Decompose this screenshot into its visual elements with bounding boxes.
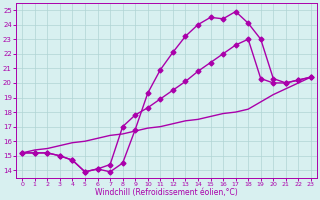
X-axis label: Windchill (Refroidissement éolien,°C): Windchill (Refroidissement éolien,°C) bbox=[95, 188, 238, 197]
